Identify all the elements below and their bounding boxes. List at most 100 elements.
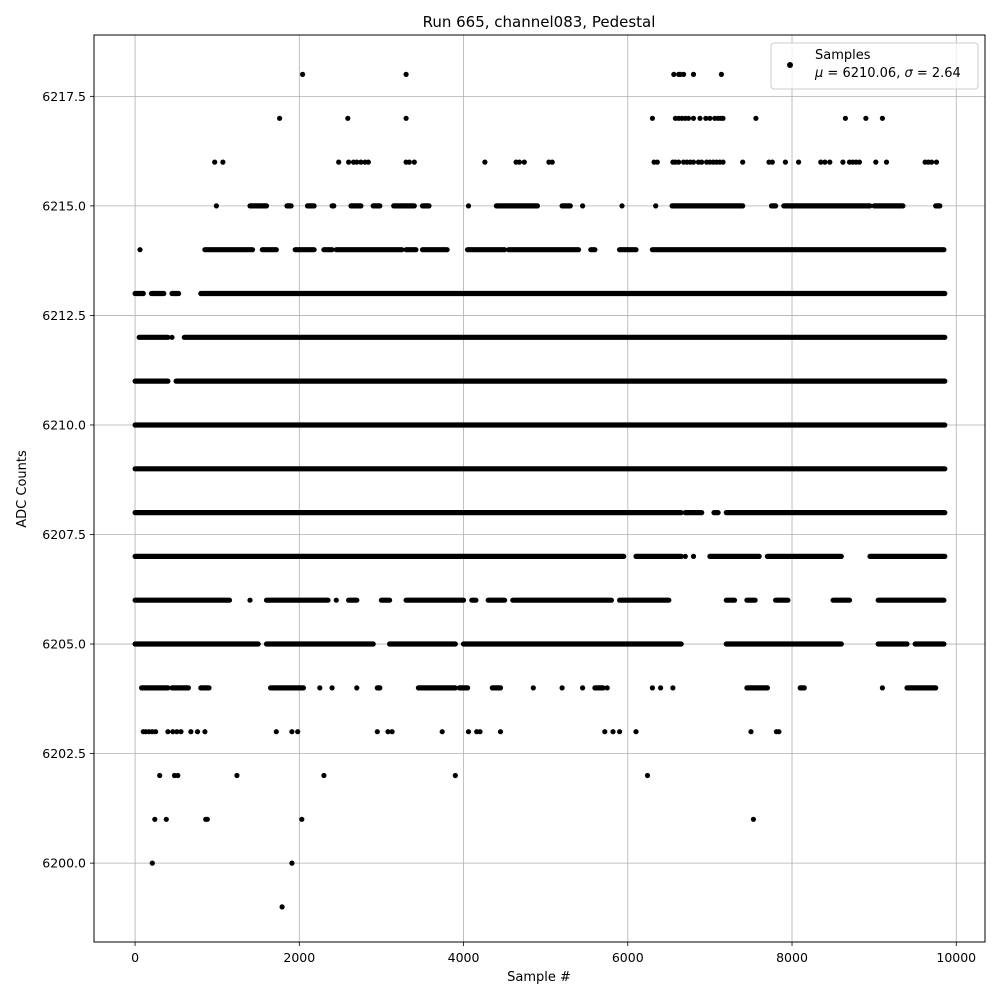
data-point: [856, 159, 863, 165]
data-point: [336, 159, 342, 165]
y-tick-label: 6200.0: [42, 856, 86, 871]
data-point: [769, 159, 775, 165]
data-point: [580, 203, 586, 209]
data-point: [521, 159, 527, 165]
data-point: [277, 115, 283, 121]
y-tick-label: 6217.5: [42, 89, 86, 104]
data-point: [549, 159, 555, 165]
data-point: [321, 772, 327, 779]
data-point: [152, 816, 158, 822]
data-point: [933, 159, 940, 165]
x-tick-label: 0: [131, 950, 139, 965]
data-point: [690, 71, 697, 77]
data-point: [157, 772, 163, 779]
data-point: [699, 159, 705, 165]
data-point: [354, 159, 360, 165]
data-point: [289, 729, 295, 735]
data-point: [740, 159, 746, 165]
data-point: [497, 729, 504, 735]
data-point: [174, 729, 180, 735]
y-axis-ticks: 6200.0 6202.5 6205.0 6207.5 6210.0 6212.5 6215…: [42, 89, 94, 871]
data-point: [653, 203, 659, 209]
data-point: [153, 729, 159, 735]
data-point: [289, 860, 295, 866]
data-point: [295, 729, 301, 735]
data-point: [516, 159, 523, 165]
data-point: [619, 203, 625, 209]
data-point: [929, 159, 935, 165]
y-tick-label: 6202.5: [42, 746, 86, 761]
y-tick-label: 6205.0: [42, 637, 86, 652]
data-point: [403, 71, 409, 77]
data-point: [580, 685, 586, 691]
legend-stats-label: μ = 6210.06, σ = 2.64: [814, 66, 961, 81]
data-point: [559, 685, 565, 691]
data-point: [220, 159, 226, 165]
data-point: [883, 159, 890, 165]
data-point: [163, 816, 169, 822]
legend-series-label: Samples: [815, 48, 871, 63]
data-point: [149, 860, 155, 866]
data-point: [411, 159, 417, 165]
x-axis-label: Sample #: [507, 970, 571, 985]
data-point: [658, 685, 664, 691]
data-point: [170, 729, 176, 735]
data-point: [477, 729, 483, 735]
data-point: [403, 115, 409, 121]
data-point: [247, 597, 253, 603]
data-point: [690, 553, 697, 560]
data-point: [796, 159, 802, 165]
data-point: [137, 247, 143, 253]
data-point: [842, 115, 849, 121]
data-point: [317, 685, 323, 691]
data-point: [188, 729, 194, 735]
data-point: [439, 729, 445, 735]
plot-frame: [93, 34, 986, 943]
data-point: [389, 729, 395, 735]
data-point: [682, 553, 688, 560]
data-point: [329, 685, 335, 691]
data-point: [782, 159, 789, 165]
data-point: [748, 729, 754, 735]
data-point: [358, 159, 364, 165]
data-point: [690, 115, 697, 121]
data-point: [676, 159, 682, 165]
data-point: [482, 159, 488, 165]
data-point: [374, 729, 380, 735]
data-point: [300, 71, 306, 77]
legend-box: [770, 42, 979, 90]
data-point: [279, 904, 285, 910]
data-point: [202, 729, 208, 735]
data-point: [212, 159, 218, 165]
data-point: [818, 159, 824, 165]
data-point: [703, 115, 709, 121]
data-point: [697, 115, 703, 121]
data-point: [840, 159, 846, 165]
y-tick-label: 6215.0: [42, 198, 86, 213]
data-point: [385, 729, 391, 735]
data-points: [132, 71, 948, 910]
data-point: [530, 685, 536, 691]
data-point: [273, 729, 279, 735]
data-point: [633, 729, 639, 735]
data-point: [681, 71, 687, 77]
data-point: [406, 159, 412, 165]
data-point: [165, 729, 171, 735]
data-point: [690, 159, 697, 165]
y-tick-label: 6210.0: [42, 417, 86, 432]
grid-lines: [94, 35, 985, 942]
data-point: [879, 115, 886, 121]
data-point: [465, 203, 472, 209]
y-tick-label: 6207.5: [42, 527, 86, 542]
data-point: [354, 685, 360, 691]
data-point: [879, 685, 886, 691]
data-point: [776, 729, 782, 735]
data-point: [873, 159, 879, 165]
x-axis-ticks: 0 2000 4000 6000 8000 10000: [131, 942, 976, 965]
data-point: [299, 816, 305, 822]
data-point: [654, 159, 660, 165]
data-point: [365, 159, 371, 165]
data-point: [670, 685, 676, 691]
data-point: [333, 597, 339, 603]
